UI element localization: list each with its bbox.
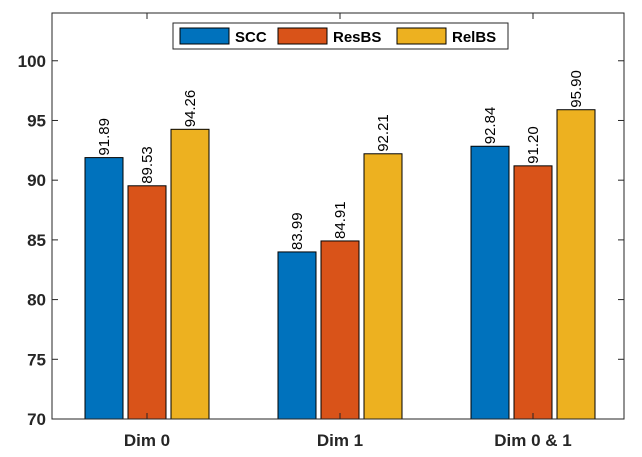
y-tick-label: 95 (27, 111, 46, 130)
y-tick-label: 85 (27, 231, 46, 250)
legend-label-relbs: RelBS (452, 29, 496, 46)
x-category-label: Dim 0 & 1 (494, 431, 571, 450)
data-label-scc-2: 92.84 (482, 107, 499, 145)
y-tick-label: 80 (27, 291, 46, 310)
y-tick-label: 75 (27, 350, 46, 369)
y-tick-label: 70 (27, 410, 46, 429)
legend-label-resbs: ResBS (333, 29, 381, 46)
x-category-label: Dim 1 (317, 431, 363, 450)
data-label-resbs-1: 84.91 (332, 201, 349, 239)
legend-label-scc: SCC (235, 29, 267, 46)
bars-layer: 91.89 89.53 94.26 83.99 84.91 92.21 92.84 91.20… (84, 70, 596, 420)
legend-swatch-scc (179, 27, 230, 45)
bar-relbs-0 (170, 128, 210, 420)
bar-scc-0 (84, 157, 124, 420)
bar-relbs-2 (556, 109, 596, 420)
data-label-resbs-0: 89.53 (139, 146, 156, 184)
x-category-label: Dim 0 (124, 431, 170, 450)
bar-relbs-1 (363, 153, 403, 420)
data-label-relbs-2: 95.90 (568, 70, 585, 108)
legend-swatch-relbs (396, 27, 447, 45)
y-tick-label: 100 (18, 52, 46, 71)
data-label-relbs-0: 94.26 (182, 90, 199, 128)
data-label-scc-0: 91.89 (96, 118, 113, 156)
axis-layer: 70 75 80 85 90 95 100 Dim 0 Dim 1 Dim 0 & 1 (18, 13, 624, 450)
bar-resbs-0 (127, 185, 167, 420)
bar-scc-2 (470, 145, 510, 420)
data-label-relbs-1: 92.21 (375, 114, 392, 152)
y-tick-label: 90 (27, 171, 46, 190)
data-label-resbs-2: 91.20 (525, 126, 542, 164)
legend: SCC ResBS RelBS (172, 22, 509, 50)
plot-frame (51, 12, 625, 420)
bar-resbs-1 (320, 240, 360, 420)
legend-swatch-resbs (277, 27, 328, 45)
bar-scc-1 (277, 251, 317, 420)
bar-resbs-2 (513, 165, 553, 420)
data-label-scc-1: 83.99 (289, 212, 306, 250)
